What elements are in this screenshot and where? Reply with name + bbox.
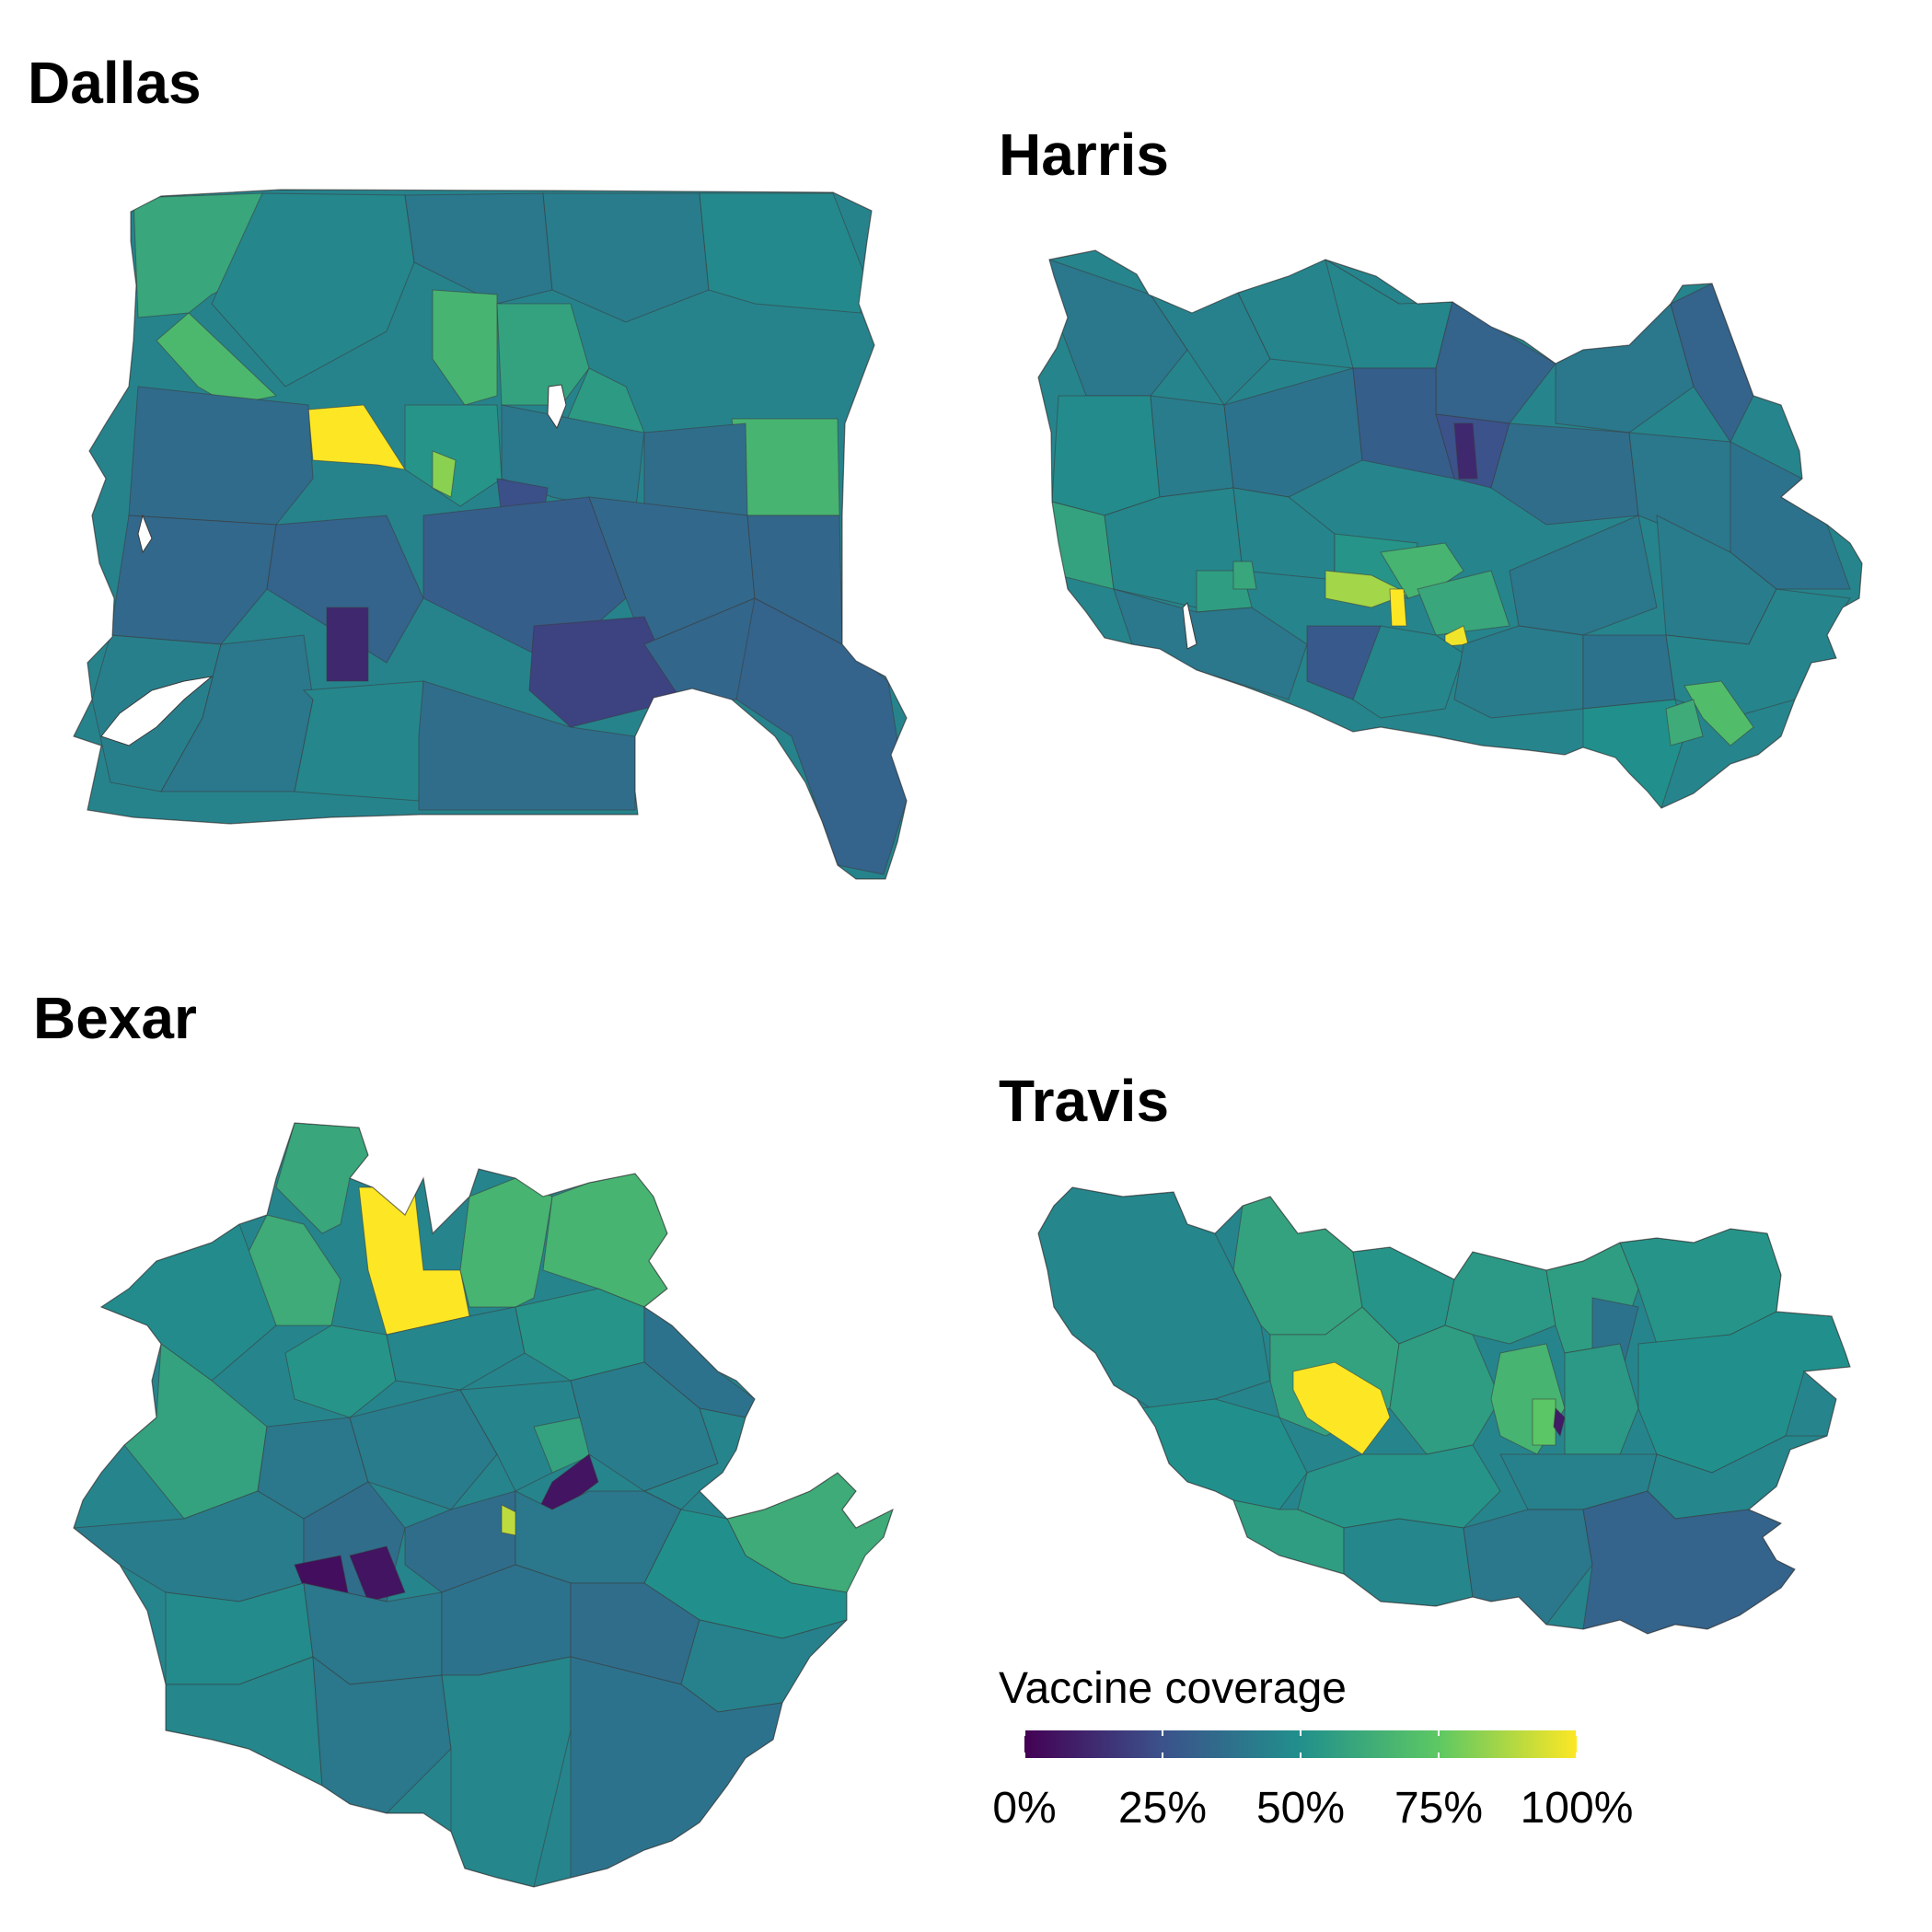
dallas-tract (432, 289, 498, 406)
panel-title-travis: Travis (999, 1068, 1169, 1134)
harris-tracts (1038, 250, 1862, 808)
legend-tick-label: 75% (1394, 1784, 1483, 1833)
harris-tract (1150, 395, 1234, 498)
legend: Vaccine coverage 0% 25% 50% 75% 100% (992, 1664, 1633, 1833)
bexar-panel: Bexar (33, 985, 895, 1888)
harris-tract (1509, 515, 1658, 636)
harris-tract (1325, 570, 1410, 608)
dallas-tract (542, 192, 710, 323)
harris-tract (1582, 634, 1676, 710)
dallas-tract (643, 422, 748, 516)
dallas-tract (699, 192, 866, 314)
dallas-tract (496, 303, 590, 406)
harris-county-outline (1037, 249, 1863, 809)
harris-tract (1665, 699, 1704, 746)
harris-tract (1490, 422, 1639, 526)
harris-tract (1670, 283, 1754, 443)
panel-title-bexar: Bexar (33, 985, 197, 1051)
dallas-tracts (74, 190, 907, 879)
legend-tick-label: 100% (1521, 1784, 1634, 1833)
legend-tick-label: 50% (1256, 1784, 1345, 1833)
legend-tick-label: 25% (1118, 1784, 1207, 1833)
bexar-county-outline (73, 1122, 895, 1888)
dallas-water-body (137, 514, 153, 554)
dallas-tract (128, 386, 314, 526)
dallas-tract (404, 192, 553, 305)
dallas-tract (735, 597, 907, 875)
legend-title: Vaccine coverage (999, 1664, 1347, 1713)
bexar-tract (358, 1186, 470, 1336)
harris-tract (1223, 367, 1363, 498)
travis-tract (1343, 1518, 1474, 1607)
harris-tract (1389, 588, 1407, 627)
travis-tract (1389, 1325, 1501, 1455)
travis-tracts (1038, 1187, 1850, 1634)
travis-tract (1553, 1406, 1566, 1438)
dallas-tract (418, 680, 636, 811)
dallas-tract (294, 680, 424, 802)
bexar-county-map (73, 1122, 895, 1888)
panel-title-harris: Harris (999, 121, 1169, 188)
harris-tract (1453, 422, 1478, 480)
dallas-water-body (547, 384, 567, 430)
bexar-tract (349, 1545, 406, 1602)
legend-ticks: 0% 25% 50% 75% 100% (992, 1730, 1633, 1833)
travis-tract (1532, 1398, 1556, 1446)
dallas-county-map (73, 189, 908, 880)
harris-county-map (1037, 249, 1863, 809)
dallas-tract (307, 404, 407, 470)
travis-county-map (1037, 1186, 1851, 1635)
harris-tract (1417, 570, 1510, 636)
travis-tract (1444, 1251, 1556, 1345)
legend-tick-label: 0% (992, 1784, 1056, 1833)
dallas-tract (404, 404, 503, 507)
bexar-tracts (74, 1123, 893, 1887)
harris-water-body (1182, 602, 1197, 650)
dallas-county-outline (73, 189, 908, 880)
bexar-tract (349, 1389, 498, 1510)
travis-panel: Travis (999, 1068, 1851, 1635)
harris-panel: Harris (999, 121, 1863, 809)
harris-tract (1051, 395, 1161, 516)
dallas-water-body (100, 676, 214, 746)
dallas-tract (731, 418, 840, 516)
dallas-panel: Dallas (28, 50, 908, 880)
travis-county-outline (1037, 1186, 1851, 1635)
harris-tract (1232, 561, 1257, 590)
harris-tract (1683, 680, 1754, 746)
dallas-tract (528, 616, 682, 728)
harris-tract (1352, 625, 1464, 719)
panel-title-dallas: Dallas (28, 50, 202, 116)
dallas-tract (432, 450, 457, 498)
dallas-tract (266, 515, 424, 664)
dallas-tract (326, 607, 369, 682)
